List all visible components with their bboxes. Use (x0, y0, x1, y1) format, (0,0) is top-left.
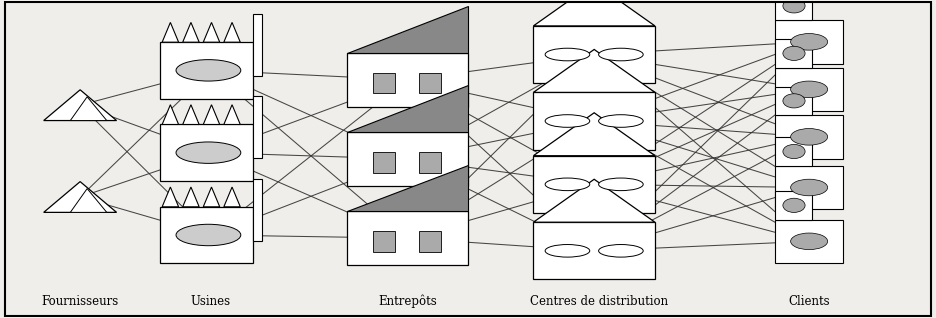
Polygon shape (346, 6, 468, 52)
Polygon shape (203, 105, 220, 124)
FancyBboxPatch shape (373, 231, 395, 252)
Ellipse shape (599, 115, 643, 127)
Ellipse shape (545, 178, 590, 190)
FancyBboxPatch shape (253, 96, 262, 158)
FancyBboxPatch shape (776, 67, 842, 111)
Polygon shape (70, 189, 107, 212)
Ellipse shape (791, 179, 827, 196)
FancyBboxPatch shape (160, 42, 253, 99)
Polygon shape (203, 187, 220, 207)
Polygon shape (44, 182, 117, 212)
FancyBboxPatch shape (776, 20, 842, 64)
Polygon shape (224, 23, 241, 42)
Ellipse shape (176, 224, 241, 246)
Ellipse shape (545, 245, 590, 257)
FancyBboxPatch shape (776, 39, 812, 67)
Text: Entrepôts: Entrepôts (378, 294, 436, 308)
Ellipse shape (782, 46, 805, 60)
FancyBboxPatch shape (534, 222, 655, 280)
FancyBboxPatch shape (776, 137, 812, 166)
FancyBboxPatch shape (419, 73, 441, 93)
Text: Centres de distribution: Centres de distribution (530, 295, 668, 308)
Text: Usines: Usines (191, 295, 231, 308)
FancyBboxPatch shape (534, 156, 655, 213)
FancyBboxPatch shape (534, 26, 655, 83)
Polygon shape (534, 179, 655, 222)
Ellipse shape (176, 142, 241, 163)
Ellipse shape (782, 0, 805, 13)
Polygon shape (183, 105, 199, 124)
Ellipse shape (782, 144, 805, 159)
FancyBboxPatch shape (776, 191, 812, 219)
Polygon shape (224, 105, 241, 124)
Ellipse shape (791, 128, 827, 145)
Text: Fournisseurs: Fournisseurs (41, 295, 119, 308)
FancyBboxPatch shape (373, 73, 395, 93)
Polygon shape (346, 86, 468, 132)
FancyBboxPatch shape (346, 211, 468, 266)
Ellipse shape (599, 48, 643, 61)
Polygon shape (224, 187, 241, 207)
Polygon shape (534, 50, 655, 93)
FancyBboxPatch shape (346, 52, 468, 107)
FancyBboxPatch shape (534, 93, 655, 150)
FancyBboxPatch shape (776, 0, 812, 20)
Polygon shape (534, 0, 655, 26)
FancyBboxPatch shape (419, 231, 441, 252)
Polygon shape (162, 105, 179, 124)
Ellipse shape (791, 233, 827, 250)
Ellipse shape (791, 34, 827, 50)
FancyBboxPatch shape (160, 207, 253, 263)
Polygon shape (70, 97, 107, 121)
FancyBboxPatch shape (776, 219, 842, 263)
Polygon shape (183, 23, 199, 42)
Polygon shape (534, 113, 655, 156)
Polygon shape (162, 23, 179, 42)
FancyBboxPatch shape (160, 124, 253, 181)
Polygon shape (162, 187, 179, 207)
FancyBboxPatch shape (776, 115, 842, 159)
FancyBboxPatch shape (373, 152, 395, 173)
Ellipse shape (782, 94, 805, 108)
Polygon shape (183, 187, 199, 207)
Text: Clients: Clients (788, 295, 830, 308)
FancyBboxPatch shape (253, 179, 262, 241)
FancyBboxPatch shape (253, 14, 262, 76)
FancyBboxPatch shape (776, 166, 842, 209)
FancyBboxPatch shape (419, 152, 441, 173)
Ellipse shape (545, 48, 590, 61)
FancyBboxPatch shape (776, 87, 812, 115)
Polygon shape (44, 90, 117, 121)
Polygon shape (346, 164, 468, 211)
Ellipse shape (599, 245, 643, 257)
Ellipse shape (599, 178, 643, 190)
Ellipse shape (782, 198, 805, 212)
FancyBboxPatch shape (346, 132, 468, 186)
Ellipse shape (545, 115, 590, 127)
Ellipse shape (176, 60, 241, 81)
Ellipse shape (791, 81, 827, 98)
Polygon shape (203, 23, 220, 42)
